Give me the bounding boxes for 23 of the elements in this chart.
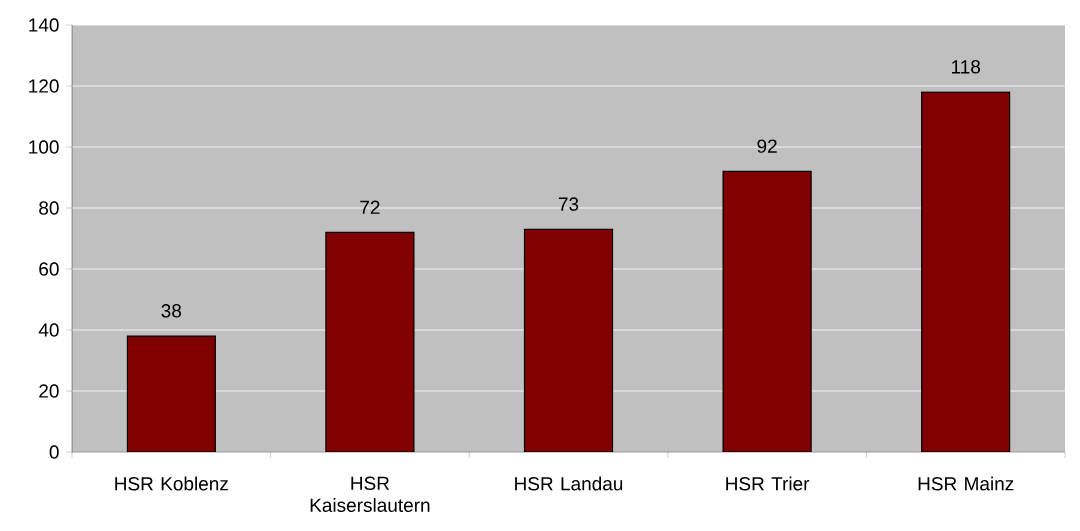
data-label: 72	[360, 200, 380, 214]
data-label: 118	[952, 60, 981, 74]
y-tick-label: 40	[38, 323, 59, 337]
x-tick-label: HSR Kaiserslautern	[310, 476, 430, 512]
y-tick-label: 140	[29, 18, 59, 32]
y-tick-label: 120	[29, 79, 59, 93]
data-label: 38	[161, 304, 182, 318]
x-tick-label: HSR Trier	[726, 476, 810, 491]
bar	[126, 335, 216, 452]
bar	[523, 228, 614, 452]
y-tick-label: 0	[49, 445, 59, 459]
bar	[325, 231, 415, 452]
data-label: 73	[558, 197, 579, 211]
y-tick-label: 100	[29, 140, 59, 154]
bar	[722, 170, 812, 452]
data-label: 92	[757, 139, 777, 153]
x-tick-label: HSR Koblenz	[115, 476, 228, 491]
x-tick-label: HSR Landau	[515, 476, 623, 491]
y-tick-label: 80	[39, 201, 59, 215]
x-tick-label: HSR Mainz	[918, 476, 1014, 491]
y-tick-label: 60	[39, 262, 59, 276]
y-tick-label: 20	[39, 384, 59, 398]
bar	[921, 91, 1011, 452]
